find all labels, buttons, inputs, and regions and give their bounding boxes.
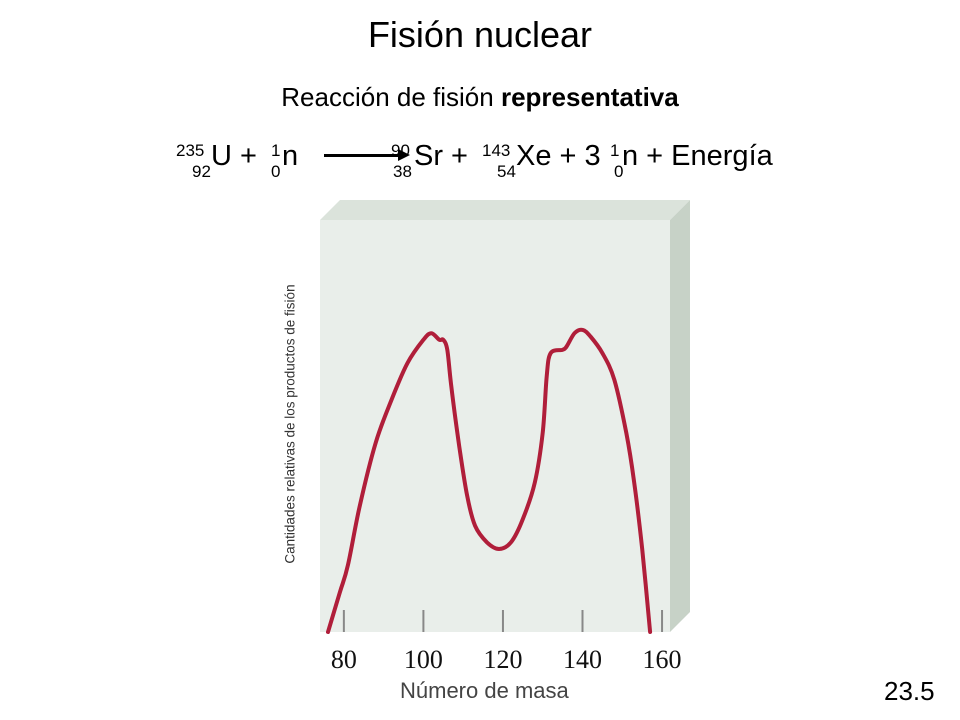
chart-box-top — [320, 200, 690, 220]
neutron-symbol: n — [282, 140, 299, 172]
x-axis-label: Número de masa — [400, 678, 569, 703]
uranium-atomic-number: 92 — [192, 162, 211, 181]
uranium-symbol: U + — [211, 140, 257, 172]
neutrons-atomic-number: 0 — [614, 162, 624, 181]
strontium-atomic-number: 38 — [393, 162, 412, 181]
neutron-atomic-number: 0 — [271, 162, 281, 181]
xenon-mass-number: 143 — [482, 141, 511, 160]
uranium-mass-number: 235 — [176, 141, 205, 160]
chart-box-side — [670, 200, 690, 632]
xenon-symbol: Xe + 3 — [516, 140, 601, 172]
x-tick-label-160: 160 — [643, 645, 682, 674]
x-tick-label-100: 100 — [404, 645, 443, 674]
x-axis-ticks — [342, 610, 664, 632]
slide-subtitle: Reacción de fisión representativa — [0, 82, 960, 113]
slide-title: Fisión nuclear — [367, 14, 593, 55]
neutron-mass-number: 1 — [271, 141, 281, 160]
x-tick-label-140: 140 — [563, 645, 602, 674]
fission-equation: 235 92 U + 1 0 n 90 38 Sr + 143 54 Xe + … — [0, 0, 960, 200]
neutrons-mass-number: 1 — [610, 141, 620, 160]
chart-plot-area — [320, 220, 670, 632]
fission-yield-curve — [326, 327, 653, 634]
subtitle-bold-text: representativa — [500, 82, 679, 112]
strontium-mass-number: 90 — [391, 141, 410, 160]
subtitle-text: Reacción de fisión — [281, 82, 501, 112]
x-axis-tick-labels: 80 100 120 140 160 — [331, 645, 682, 674]
neutrons-symbol: n + Energía — [622, 140, 773, 172]
x-tick-label-120: 120 — [483, 645, 522, 674]
reaction-arrow — [324, 154, 402, 157]
xenon-atomic-number: 54 — [497, 162, 516, 181]
figure-number: 23.5 — [884, 676, 935, 706]
strontium-symbol: Sr + — [414, 140, 468, 172]
x-tick-label-80: 80 — [331, 645, 357, 674]
reaction-arrowhead — [398, 149, 410, 161]
